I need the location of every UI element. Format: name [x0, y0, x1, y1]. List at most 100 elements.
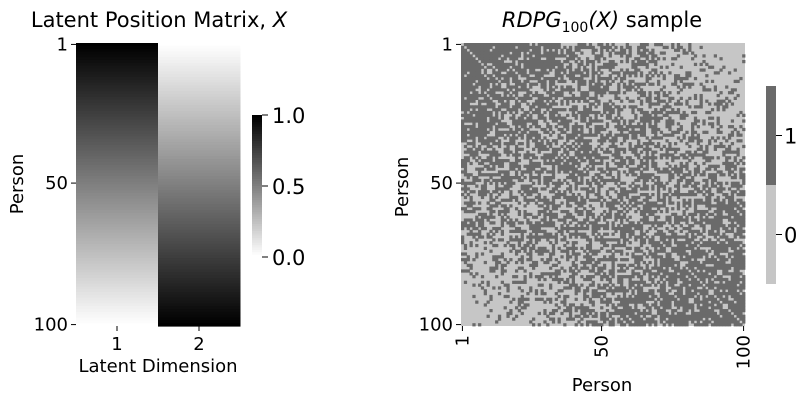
- rdpg-edge-cell: [614, 190, 618, 194]
- rdpg-edge-cell: [603, 62, 607, 67]
- rdpg-edge-cell: [645, 303, 649, 307]
- rdpg-edge-cell: [532, 266, 536, 270]
- rdpg-edge-cell: [509, 184, 513, 188]
- rdpg-edge-cell: [523, 82, 527, 86]
- rdpg-edge-cell: [631, 198, 635, 202]
- latent-cell: [158, 320, 241, 324]
- rdpg-edge-cell: [597, 59, 601, 64]
- rdpg-edge-cell: [631, 252, 635, 256]
- rdpg-edge-cell: [580, 266, 584, 270]
- rdpg-edge-cell: [469, 45, 473, 50]
- rdpg-edge-cell: [523, 62, 527, 67]
- rdpg-edge-cell: [557, 218, 561, 222]
- rdpg-edge-cell: [628, 159, 632, 163]
- rdpg-edge-cell: [500, 164, 504, 168]
- rdpg-edge-cell: [727, 272, 732, 276]
- rdpg-edge-cell: [676, 249, 681, 253]
- rdpg-edge-cell: [603, 85, 607, 89]
- rdpg-edge-cell: [486, 173, 490, 177]
- rdpg-edge-cell: [705, 204, 709, 208]
- rdpg-edge-cell: [469, 116, 473, 120]
- rdpg-edge-cell: [492, 96, 496, 100]
- latent-cell: [158, 88, 241, 92]
- rdpg-edge-cell: [682, 113, 686, 117]
- rdpg-edge-cell: [710, 176, 715, 180]
- rdpg-edge-cell: [702, 224, 706, 228]
- rdpg-edge-cell: [628, 190, 632, 194]
- rdpg-edge-cell: [617, 286, 621, 290]
- rdpg-edge-cell: [605, 178, 610, 183]
- latent-cell: [76, 105, 159, 109]
- rdpg-edge-cell: [492, 48, 496, 52]
- rdpg-edge-cell: [540, 297, 544, 301]
- rdpg-edge-cell: [651, 266, 655, 270]
- rdpg-edge-cell: [557, 272, 561, 276]
- rdpg-edge-cell: [546, 108, 550, 112]
- rdpg-edge-cell: [716, 243, 720, 248]
- rdpg-edge-cell: [654, 156, 658, 160]
- rdpg-edge-cell: [742, 192, 746, 197]
- rdpg-edge-cell: [668, 133, 672, 137]
- rdpg-edge-cell: [483, 241, 487, 245]
- rdpg-edge-cell: [702, 187, 706, 191]
- rdpg-edge-cell: [594, 173, 598, 177]
- rdpg-edge-cell: [543, 198, 547, 202]
- rdpg-edge-cell: [557, 93, 561, 98]
- rdpg-edge-cell: [637, 266, 641, 270]
- rdpg-edge-cell: [656, 297, 661, 301]
- rdpg-edge-cell: [622, 297, 627, 301]
- rdpg-edge-cell: [600, 142, 604, 146]
- rdpg-edge-cell: [580, 119, 584, 123]
- rdpg-edge-cell: [509, 243, 513, 248]
- rdpg-edge-cell: [736, 292, 740, 296]
- rdpg-edge-cell: [540, 79, 544, 84]
- rdpg-edge-cell: [478, 212, 482, 217]
- rdpg-edge-cell: [656, 96, 661, 100]
- rdpg-edge-cell: [708, 260, 712, 265]
- rdpg-edge-cell: [543, 79, 547, 84]
- rdpg-edge-cell: [563, 88, 567, 92]
- rdpg-edge-cell: [611, 292, 615, 296]
- rdpg-edge-cell: [551, 181, 556, 185]
- rdpg-edge-cell: [699, 218, 703, 222]
- rdpg-edge-cell: [634, 246, 638, 250]
- rdpg-edge-cell: [585, 110, 590, 115]
- rdpg-edge-cell: [520, 125, 524, 129]
- rdpg-edge-cell: [551, 198, 556, 202]
- rdpg-edge-cell: [713, 266, 717, 270]
- rdpg-edge-cell: [739, 209, 743, 214]
- rdpg-edge-cell: [543, 110, 547, 115]
- rdpg-edge-cell: [469, 243, 473, 248]
- rdpg-edge-cell: [543, 76, 547, 81]
- rdpg-edge-cell: [665, 294, 669, 299]
- rdpg-edge-cell: [725, 300, 729, 304]
- latent-colorbar-segment: [252, 204, 262, 208]
- rdpg-edge-cell: [668, 229, 672, 234]
- rdpg-edge-cell: [659, 43, 664, 47]
- rdpg-edge-cell: [608, 59, 612, 64]
- rdpg-edge-cell: [483, 110, 487, 115]
- rdpg-edge-cell: [594, 178, 598, 183]
- rdpg-edge-cell: [600, 167, 604, 171]
- rdpg-edge-cell: [625, 300, 629, 304]
- rdpg-edge-cell: [611, 226, 615, 231]
- rdpg-edge-cell: [656, 195, 661, 200]
- rdpg-edge-cell: [614, 198, 618, 202]
- rdpg-edge-cell: [605, 136, 610, 140]
- rdpg-edge-cell: [642, 51, 646, 55]
- rdpg-edge-cell: [733, 181, 737, 185]
- rdpg-edge-cell: [631, 181, 635, 185]
- rdpg-edge-cell: [739, 190, 743, 194]
- rdpg-edge-cell: [463, 258, 468, 262]
- rdpg-edge-cell: [472, 142, 476, 146]
- rdpg-edge-cell: [699, 190, 703, 194]
- rdpg-edge-cell: [659, 286, 664, 290]
- rdpg-edge-cell: [520, 289, 524, 293]
- rdpg-edge-cell: [688, 71, 692, 75]
- rdpg-edge-cell: [566, 113, 570, 117]
- latent-cell: [158, 260, 241, 265]
- rdpg-edge-cell: [466, 192, 470, 197]
- rdpg-edge-cell: [639, 266, 644, 270]
- rdpg-edge-cell: [551, 43, 556, 47]
- rdpg-edge-cell: [549, 170, 553, 174]
